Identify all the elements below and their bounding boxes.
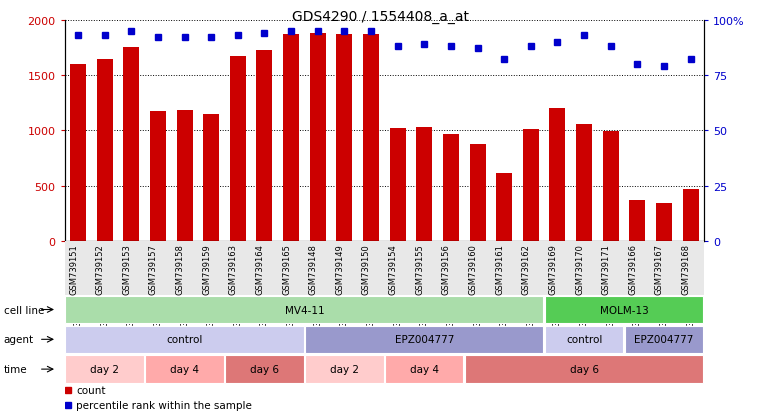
Bar: [470, 144, 486, 241]
Text: GSM739150: GSM739150: [362, 244, 371, 294]
Bar: [656, 203, 672, 241]
Text: GSM739156: GSM739156: [442, 244, 451, 294]
Text: day 6: day 6: [250, 364, 279, 374]
Text: day 4: day 4: [409, 364, 439, 374]
Bar: [65, 296, 543, 323]
Bar: [97, 60, 113, 241]
Bar: [150, 112, 166, 241]
Bar: [65, 356, 144, 383]
Text: agent: agent: [4, 335, 34, 344]
Text: GSM739168: GSM739168: [682, 244, 690, 295]
Bar: [305, 356, 384, 383]
Bar: [496, 174, 512, 241]
Text: control: control: [167, 335, 202, 344]
Bar: [465, 356, 703, 383]
Bar: [283, 35, 299, 241]
Text: GSM739148: GSM739148: [309, 244, 318, 294]
Bar: [545, 326, 623, 353]
Text: GSM739162: GSM739162: [522, 244, 530, 294]
Bar: [545, 296, 703, 323]
Text: GSM739170: GSM739170: [575, 244, 584, 294]
Text: day 2: day 2: [90, 364, 119, 374]
Bar: [576, 124, 592, 241]
Text: GSM739161: GSM739161: [495, 244, 504, 294]
Text: GSM739155: GSM739155: [416, 244, 425, 294]
Bar: [65, 326, 304, 353]
Text: cell line: cell line: [4, 305, 44, 315]
Bar: [416, 128, 432, 241]
Text: GSM739151: GSM739151: [69, 244, 78, 294]
Text: GSM739158: GSM739158: [176, 244, 184, 294]
Bar: [683, 190, 699, 241]
Bar: [225, 356, 304, 383]
Bar: [203, 114, 219, 241]
Text: EPZ004777: EPZ004777: [634, 335, 694, 344]
Text: GSM739149: GSM739149: [336, 244, 344, 294]
Text: percentile rank within the sample: percentile rank within the sample: [76, 401, 252, 411]
Bar: [385, 356, 463, 383]
Bar: [177, 111, 193, 241]
Text: GSM739157: GSM739157: [149, 244, 158, 294]
Text: GSM739152: GSM739152: [96, 244, 104, 294]
Bar: [363, 35, 379, 241]
Text: GSM739171: GSM739171: [602, 244, 610, 294]
Bar: [629, 200, 645, 241]
Text: GSM739154: GSM739154: [389, 244, 397, 294]
Text: day 6: day 6: [569, 364, 599, 374]
Bar: [549, 109, 565, 241]
Text: GSM739169: GSM739169: [549, 244, 557, 294]
Text: GSM739165: GSM739165: [282, 244, 291, 294]
Text: MOLM-13: MOLM-13: [600, 305, 648, 315]
Bar: [625, 326, 703, 353]
Text: GSM739153: GSM739153: [123, 244, 131, 294]
Bar: [145, 356, 224, 383]
Bar: [70, 65, 86, 241]
Bar: [310, 34, 326, 241]
Text: EPZ004777: EPZ004777: [394, 335, 454, 344]
Text: day 2: day 2: [330, 364, 359, 374]
Text: count: count: [76, 385, 106, 395]
Bar: [230, 57, 246, 241]
Bar: [336, 35, 352, 241]
Text: GSM739164: GSM739164: [256, 244, 265, 294]
Text: GSM739159: GSM739159: [202, 244, 211, 294]
Text: control: control: [566, 335, 602, 344]
Text: day 4: day 4: [170, 364, 199, 374]
Text: GSM739167: GSM739167: [655, 244, 664, 295]
Bar: [390, 129, 406, 241]
Bar: [305, 326, 543, 353]
Bar: [256, 50, 272, 241]
Bar: [123, 48, 139, 241]
Bar: [443, 134, 459, 241]
Text: MV4-11: MV4-11: [285, 305, 324, 315]
Text: GSM739163: GSM739163: [229, 244, 237, 295]
Bar: [523, 130, 539, 241]
Bar: [603, 132, 619, 241]
Text: GSM739166: GSM739166: [629, 244, 637, 295]
Text: time: time: [4, 364, 27, 374]
Text: GDS4290 / 1554408_a_at: GDS4290 / 1554408_a_at: [292, 10, 469, 24]
Text: GSM739160: GSM739160: [469, 244, 478, 294]
